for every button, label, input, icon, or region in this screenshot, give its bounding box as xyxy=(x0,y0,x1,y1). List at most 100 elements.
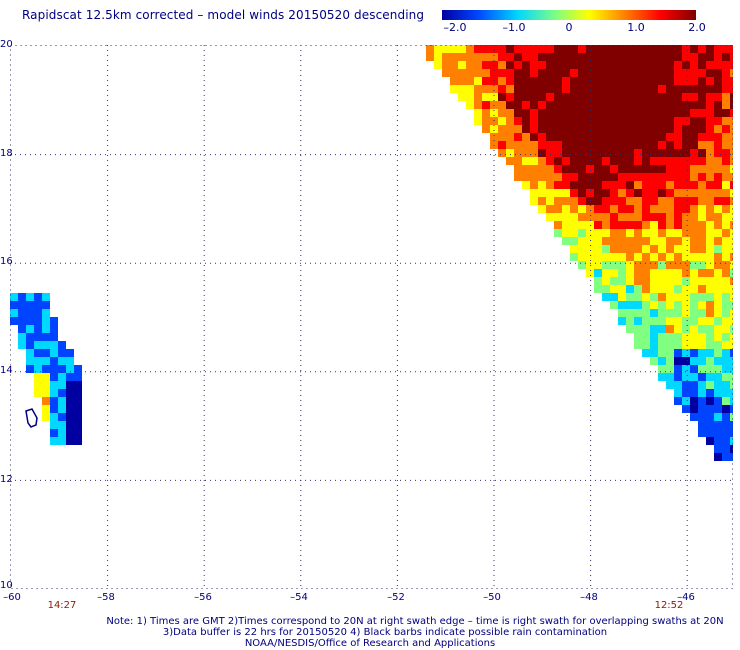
wind-cell xyxy=(714,125,722,133)
wind-cell xyxy=(602,277,610,285)
wind-cell xyxy=(642,317,650,325)
wind-cell xyxy=(490,109,498,117)
wind-cell xyxy=(594,141,602,149)
wind-cell xyxy=(674,77,682,85)
wind-cell xyxy=(634,309,642,317)
wind-cell xyxy=(690,197,698,205)
wind-cell xyxy=(666,101,674,109)
wind-cell xyxy=(642,301,650,309)
wind-cell xyxy=(562,149,570,157)
lat-tick-12: 12 xyxy=(0,474,13,485)
wind-cell xyxy=(18,317,26,325)
wind-cell xyxy=(610,301,618,309)
wind-cell xyxy=(730,357,733,365)
wind-cell xyxy=(634,317,642,325)
wind-cell xyxy=(546,125,554,133)
wind-cell xyxy=(714,325,722,333)
wind-cell xyxy=(458,77,466,85)
wind-cell xyxy=(730,173,733,181)
wind-cell xyxy=(586,125,594,133)
wind-cell xyxy=(554,61,562,69)
wind-cell xyxy=(514,101,522,109)
wind-cell xyxy=(650,261,658,269)
wind-cell xyxy=(682,389,690,397)
wind-cell xyxy=(66,365,74,373)
wind-cell xyxy=(546,109,554,117)
wind-cell xyxy=(506,141,514,149)
wind-cell xyxy=(626,173,634,181)
wind-cell xyxy=(610,221,618,229)
wind-cell xyxy=(682,405,690,413)
wind-cell xyxy=(498,133,506,141)
wind-cell xyxy=(522,173,530,181)
wind-cell xyxy=(610,197,618,205)
wind-cell xyxy=(434,45,442,53)
wind-cell xyxy=(714,373,722,381)
wind-cell xyxy=(690,229,698,237)
wind-cell xyxy=(562,181,570,189)
wind-cell xyxy=(650,333,658,341)
wind-cell xyxy=(42,357,50,365)
wind-cell xyxy=(426,45,434,53)
wind-cell xyxy=(442,53,450,61)
wind-cell xyxy=(578,245,586,253)
wind-cell xyxy=(570,237,578,245)
wind-cell xyxy=(706,381,714,389)
wind-cell xyxy=(610,253,618,261)
wind-cell xyxy=(570,125,578,133)
wind-cell xyxy=(722,253,730,261)
lon-tick-60: –60 xyxy=(3,592,21,603)
wind-cell xyxy=(522,181,530,189)
wind-cell xyxy=(26,341,34,349)
wind-cell xyxy=(722,277,730,285)
wind-cell xyxy=(658,277,666,285)
wind-cell xyxy=(522,77,530,85)
wind-cell xyxy=(498,69,506,77)
wind-cell xyxy=(570,245,578,253)
wind-cell xyxy=(682,205,690,213)
wind-cell xyxy=(610,61,618,69)
wind-cell xyxy=(546,77,554,85)
wind-cell xyxy=(490,69,498,77)
wind-cell xyxy=(658,341,666,349)
wind-cell xyxy=(450,85,458,93)
wind-cell xyxy=(698,125,706,133)
wind-cell xyxy=(722,85,730,93)
wind-cell xyxy=(538,117,546,125)
wind-cell xyxy=(586,141,594,149)
wind-cell xyxy=(626,69,634,77)
wind-cell xyxy=(514,165,522,173)
wind-cell xyxy=(730,341,733,349)
wind-cell xyxy=(618,309,626,317)
wind-cell xyxy=(570,205,578,213)
wind-cell xyxy=(626,149,634,157)
wind-cell xyxy=(634,109,642,117)
wind-cell xyxy=(722,109,730,117)
wind-cell xyxy=(50,325,58,333)
wind-cell xyxy=(714,77,722,85)
wind-cell xyxy=(658,253,666,261)
wind-cell xyxy=(586,221,594,229)
wind-cell xyxy=(674,173,682,181)
wind-cell xyxy=(714,133,722,141)
wind-cell xyxy=(634,45,642,53)
wind-cell xyxy=(642,221,650,229)
wind-cell xyxy=(514,125,522,133)
wind-cell xyxy=(506,77,514,85)
wind-cell xyxy=(618,141,626,149)
wind-cell xyxy=(602,125,610,133)
wind-cell xyxy=(706,365,714,373)
wind-cell xyxy=(578,45,586,53)
wind-cell xyxy=(586,77,594,85)
wind-cell xyxy=(690,93,698,101)
wind-cell xyxy=(714,429,722,437)
wind-cell xyxy=(42,333,50,341)
wind-cell xyxy=(546,85,554,93)
wind-cell xyxy=(730,397,733,405)
wind-cell xyxy=(74,397,82,405)
wind-cell xyxy=(562,189,570,197)
wind-cell xyxy=(730,325,733,333)
wind-cell xyxy=(586,53,594,61)
wind-cell xyxy=(594,253,602,261)
wind-cell xyxy=(650,357,658,365)
